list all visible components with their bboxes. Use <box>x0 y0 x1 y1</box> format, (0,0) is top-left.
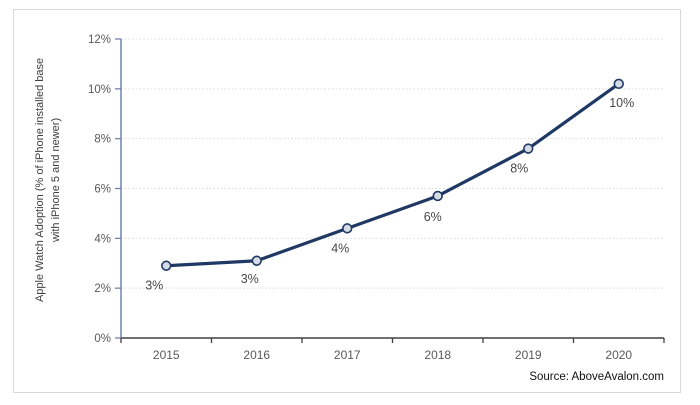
x-tick-label: 2015 <box>153 348 180 362</box>
data-point-marker <box>613 78 624 90</box>
y-tick-label: 6% <box>94 184 111 196</box>
chart-frame: Apple Watch Adoption (% of iPhone instal… <box>13 9 681 393</box>
data-point-label: 10% <box>609 96 634 110</box>
y-tick-label: 4% <box>94 233 111 245</box>
data-point-marker <box>251 255 262 266</box>
data-point-marker <box>523 143 534 154</box>
plot-area: 0% 2% 4% 6% 8% 10% 12% 2015 2016 2017 2018 2019 2020… <box>88 34 665 362</box>
series-line <box>164 82 621 268</box>
y-tick-label: 8% <box>94 134 111 146</box>
data-point-label: 6% <box>424 210 442 224</box>
data-point-marker <box>342 223 353 234</box>
source-credit: Source: AboveAvalon.com <box>529 371 664 383</box>
data-point-label: 3% <box>241 272 259 286</box>
data-point-marker <box>161 260 172 271</box>
data-point-label: 3% <box>145 279 163 293</box>
x-tick-label: 2018 <box>424 348 451 362</box>
x-tick-label: 2017 <box>334 348 361 362</box>
y-tick-label: 12% <box>88 34 111 46</box>
x-tick-label: 2016 <box>243 348 270 362</box>
data-point-label: 8% <box>510 162 528 176</box>
x-tick-label: 2020 <box>605 348 632 362</box>
y-tick-label: 0% <box>94 333 111 345</box>
data-point-marker <box>432 190 443 202</box>
y-tick-label: 10% <box>88 84 111 96</box>
data-point-label: 4% <box>331 241 349 255</box>
x-tick-label: 2019 <box>515 348 542 362</box>
y-tick-label: 2% <box>94 283 111 295</box>
